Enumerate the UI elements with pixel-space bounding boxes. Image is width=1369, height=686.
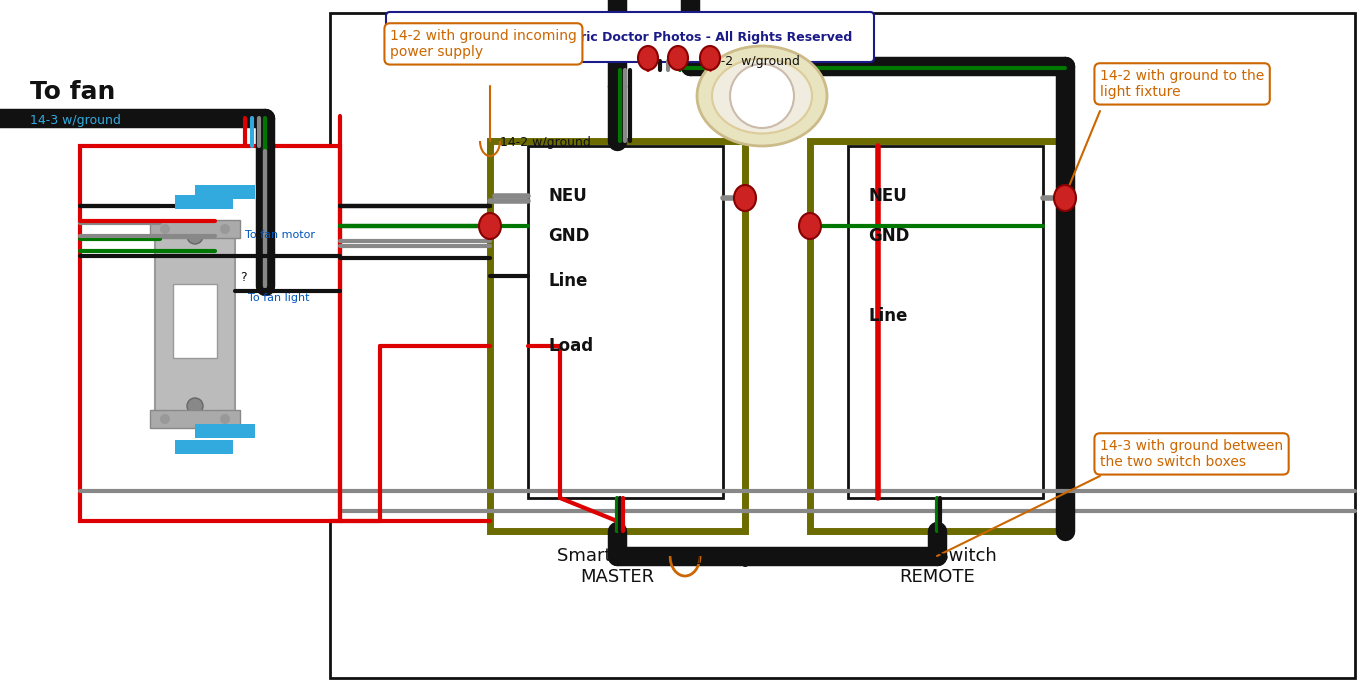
FancyBboxPatch shape	[155, 226, 235, 416]
Text: 14-3 w/ground: 14-3 w/ground	[30, 114, 120, 127]
Circle shape	[160, 224, 170, 234]
Text: To fan: To fan	[30, 80, 115, 104]
Text: Line: Line	[868, 307, 908, 325]
Circle shape	[730, 64, 794, 128]
Text: NEU: NEU	[868, 187, 906, 205]
Text: 14-3 with ground between
the two switch boxes: 14-3 with ground between the two switch …	[1101, 439, 1283, 469]
FancyBboxPatch shape	[172, 284, 218, 358]
FancyBboxPatch shape	[330, 13, 1355, 678]
Text: 14-2  w/ground: 14-2 w/ground	[705, 55, 799, 68]
Ellipse shape	[700, 46, 720, 70]
Text: To fan light: To fan light	[248, 293, 309, 303]
Text: ?: ?	[240, 271, 246, 284]
Text: GND: GND	[548, 227, 590, 245]
Text: Load: Load	[548, 337, 593, 355]
Circle shape	[220, 414, 230, 424]
Ellipse shape	[479, 213, 501, 239]
Ellipse shape	[712, 58, 812, 134]
Ellipse shape	[799, 213, 821, 239]
FancyBboxPatch shape	[175, 440, 233, 454]
Ellipse shape	[668, 46, 689, 70]
Text: Line: Line	[548, 272, 587, 290]
Ellipse shape	[638, 46, 658, 70]
Ellipse shape	[697, 46, 827, 146]
Text: To fan motor: To fan motor	[245, 230, 315, 240]
Ellipse shape	[734, 185, 756, 211]
Text: Copyright 2008  ©  Electric Doctor Photos - All Rights Reserved: Copyright 2008 © Electric Doctor Photos …	[408, 30, 852, 43]
FancyBboxPatch shape	[386, 12, 873, 62]
FancyBboxPatch shape	[810, 141, 1065, 531]
Text: 14-2 w/ground: 14-2 w/ground	[500, 136, 591, 149]
Text: Smart Switch
MASTER: Smart Switch MASTER	[557, 547, 676, 586]
Text: 14-2 with ground to the
light fixture: 14-2 with ground to the light fixture	[1101, 69, 1264, 99]
FancyBboxPatch shape	[151, 220, 240, 238]
Ellipse shape	[1054, 185, 1076, 211]
FancyBboxPatch shape	[490, 141, 745, 531]
FancyBboxPatch shape	[79, 146, 340, 521]
FancyBboxPatch shape	[194, 185, 255, 199]
Circle shape	[188, 398, 203, 414]
FancyBboxPatch shape	[175, 195, 233, 209]
FancyBboxPatch shape	[847, 146, 1043, 498]
FancyBboxPatch shape	[528, 146, 723, 498]
Text: 14-3 w/ground: 14-3 w/ground	[695, 554, 786, 567]
Circle shape	[188, 228, 203, 244]
Text: GND: GND	[868, 227, 909, 245]
Text: 14-2 with ground incoming
power supply: 14-2 with ground incoming power supply	[390, 29, 576, 59]
FancyBboxPatch shape	[151, 410, 240, 428]
Text: Smart Switch
REMOTE: Smart Switch REMOTE	[878, 547, 997, 586]
Text: NEU: NEU	[548, 187, 587, 205]
FancyBboxPatch shape	[194, 424, 255, 438]
Circle shape	[220, 224, 230, 234]
Circle shape	[160, 414, 170, 424]
